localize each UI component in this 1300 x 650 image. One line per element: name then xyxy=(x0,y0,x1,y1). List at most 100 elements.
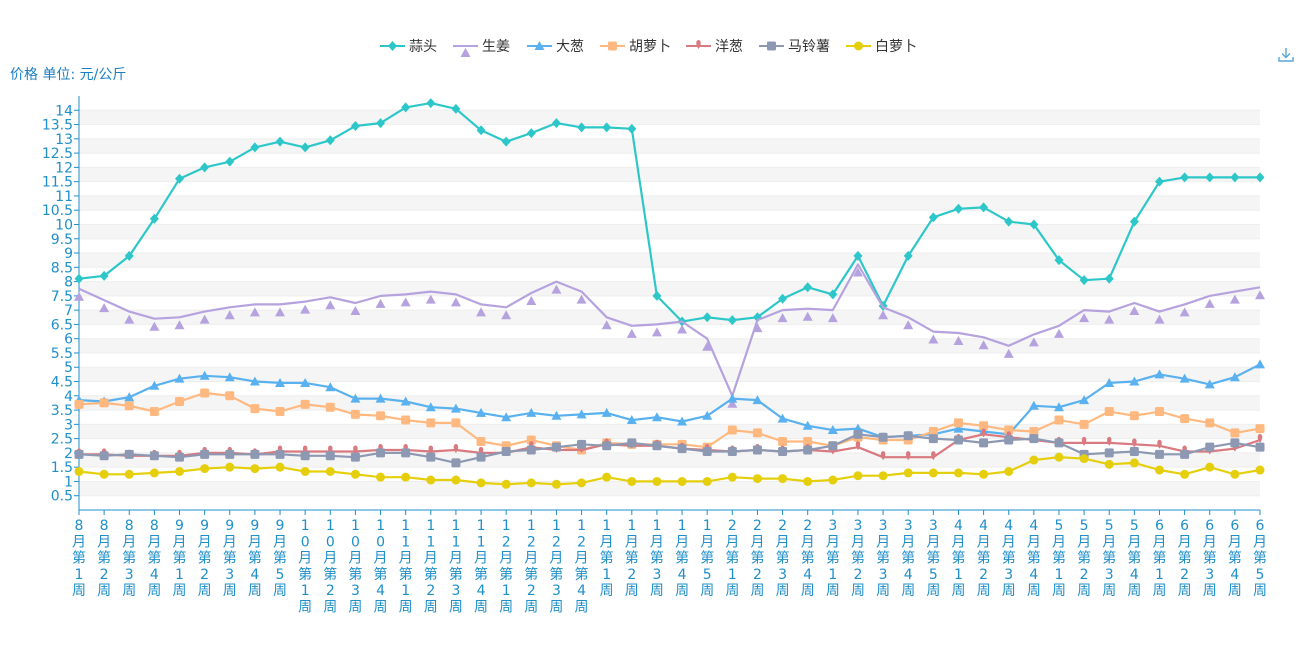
legend-marker xyxy=(696,40,701,49)
data-point xyxy=(1180,172,1190,183)
data-point xyxy=(1081,436,1087,446)
y-axis-unit-label: 价格 单位: 元/公斤 xyxy=(10,67,127,83)
x-tick-label: 1 2 月第 3 周 xyxy=(549,518,563,616)
data-point xyxy=(225,391,235,401)
data-point xyxy=(778,474,788,484)
data-point xyxy=(803,445,813,455)
grid-band xyxy=(79,167,1260,182)
data-point xyxy=(702,446,712,456)
data-point xyxy=(99,451,109,461)
grid-band xyxy=(79,195,1260,211)
data-point xyxy=(275,377,286,387)
data-point xyxy=(752,395,763,405)
data-point xyxy=(828,475,838,485)
data-point xyxy=(1257,434,1263,444)
data-point xyxy=(275,462,285,472)
y-tick-label: 13 xyxy=(55,132,73,148)
x-tick-label: 6 月第 4 周 xyxy=(1228,518,1242,599)
data-point xyxy=(903,250,913,261)
data-point xyxy=(652,476,662,486)
legend-marker xyxy=(767,41,776,51)
data-point xyxy=(149,380,160,390)
data-point xyxy=(752,474,762,484)
data-point xyxy=(853,471,863,481)
x-tick-label: 6 月第 2 周 xyxy=(1178,518,1192,599)
data-point xyxy=(878,432,888,442)
download-icon[interactable] xyxy=(1277,46,1295,64)
legend-item[interactable]: 蒜头 xyxy=(380,39,437,55)
x-tick-label: 4 月第 4 周 xyxy=(1027,518,1041,599)
x-tick-label: 1 2 月第 1 周 xyxy=(499,518,513,616)
data-point xyxy=(175,466,185,476)
y-tick-label: 9.5 xyxy=(51,232,73,248)
legend-item[interactable]: 生姜 xyxy=(453,39,510,57)
data-point xyxy=(979,202,989,213)
data-point xyxy=(601,320,612,330)
data-point xyxy=(200,449,210,459)
y-tick-label: 3 xyxy=(64,417,73,433)
data-point xyxy=(99,270,109,281)
y-tick-label: 1 xyxy=(64,474,73,490)
data-point xyxy=(953,468,963,478)
data-point xyxy=(1054,452,1064,462)
data-point xyxy=(376,118,386,129)
data-point xyxy=(74,273,84,284)
data-point xyxy=(401,448,411,458)
x-tick-label: 1 1 月第 3 周 xyxy=(449,518,463,616)
x-tick-label: 1 1 月第 2 周 xyxy=(424,518,438,616)
data-point xyxy=(526,435,536,445)
data-point xyxy=(551,284,562,294)
data-point xyxy=(677,416,688,426)
legend-item[interactable]: 胡萝卜 xyxy=(600,39,671,55)
data-point xyxy=(652,441,662,451)
data-point xyxy=(1029,219,1039,230)
data-point xyxy=(353,445,358,455)
data-point xyxy=(651,412,662,422)
x-tick-label: 8 月第 2 周 xyxy=(97,518,111,599)
data-point xyxy=(1104,448,1114,458)
data-point xyxy=(1129,411,1139,421)
data-point xyxy=(249,376,260,386)
data-point xyxy=(1204,298,1215,308)
data-point xyxy=(953,203,963,214)
data-point xyxy=(425,402,436,412)
legend-item[interactable]: 白萝卜 xyxy=(846,39,917,55)
data-point xyxy=(727,315,737,326)
legend-item[interactable]: 洋葱 xyxy=(686,39,743,55)
series-1 xyxy=(74,263,1265,408)
y-tick-label: 10.5 xyxy=(42,203,73,219)
legend-marker xyxy=(854,41,863,51)
data-point xyxy=(124,449,134,459)
legend-marker xyxy=(608,41,617,51)
data-point xyxy=(426,98,436,109)
data-point xyxy=(526,445,536,455)
data-point xyxy=(124,469,134,479)
legend-label: 蒜头 xyxy=(409,39,437,55)
y-tick-label: 12 xyxy=(55,160,73,176)
data-point xyxy=(250,449,260,459)
data-point xyxy=(1054,415,1064,425)
series-6 xyxy=(74,452,1265,489)
data-point xyxy=(1154,449,1164,459)
data-point xyxy=(1028,337,1039,347)
data-point xyxy=(501,479,511,489)
x-tick-label: 1 月第 2 周 xyxy=(625,518,639,599)
data-point xyxy=(350,120,360,131)
data-point xyxy=(931,451,936,461)
data-point xyxy=(275,136,285,147)
data-point xyxy=(149,451,159,461)
x-tick-label: 3 月第 1 周 xyxy=(826,518,840,599)
data-point xyxy=(149,468,159,478)
x-tick-label: 1 2 月第 4 周 xyxy=(575,518,589,616)
x-tick-label: 1 月第 5 周 xyxy=(700,518,714,599)
legend-item[interactable]: 马铃薯 xyxy=(759,39,830,55)
x-tick-label: 9 月第 1 周 xyxy=(173,518,187,599)
data-point xyxy=(74,399,84,409)
data-point xyxy=(350,409,360,419)
data-point xyxy=(1179,307,1190,317)
data-point xyxy=(1154,465,1164,475)
legend-item[interactable]: 大葱 xyxy=(527,39,584,55)
y-tick-label: 7.5 xyxy=(51,289,73,305)
data-point xyxy=(175,452,185,462)
data-point xyxy=(702,476,712,486)
